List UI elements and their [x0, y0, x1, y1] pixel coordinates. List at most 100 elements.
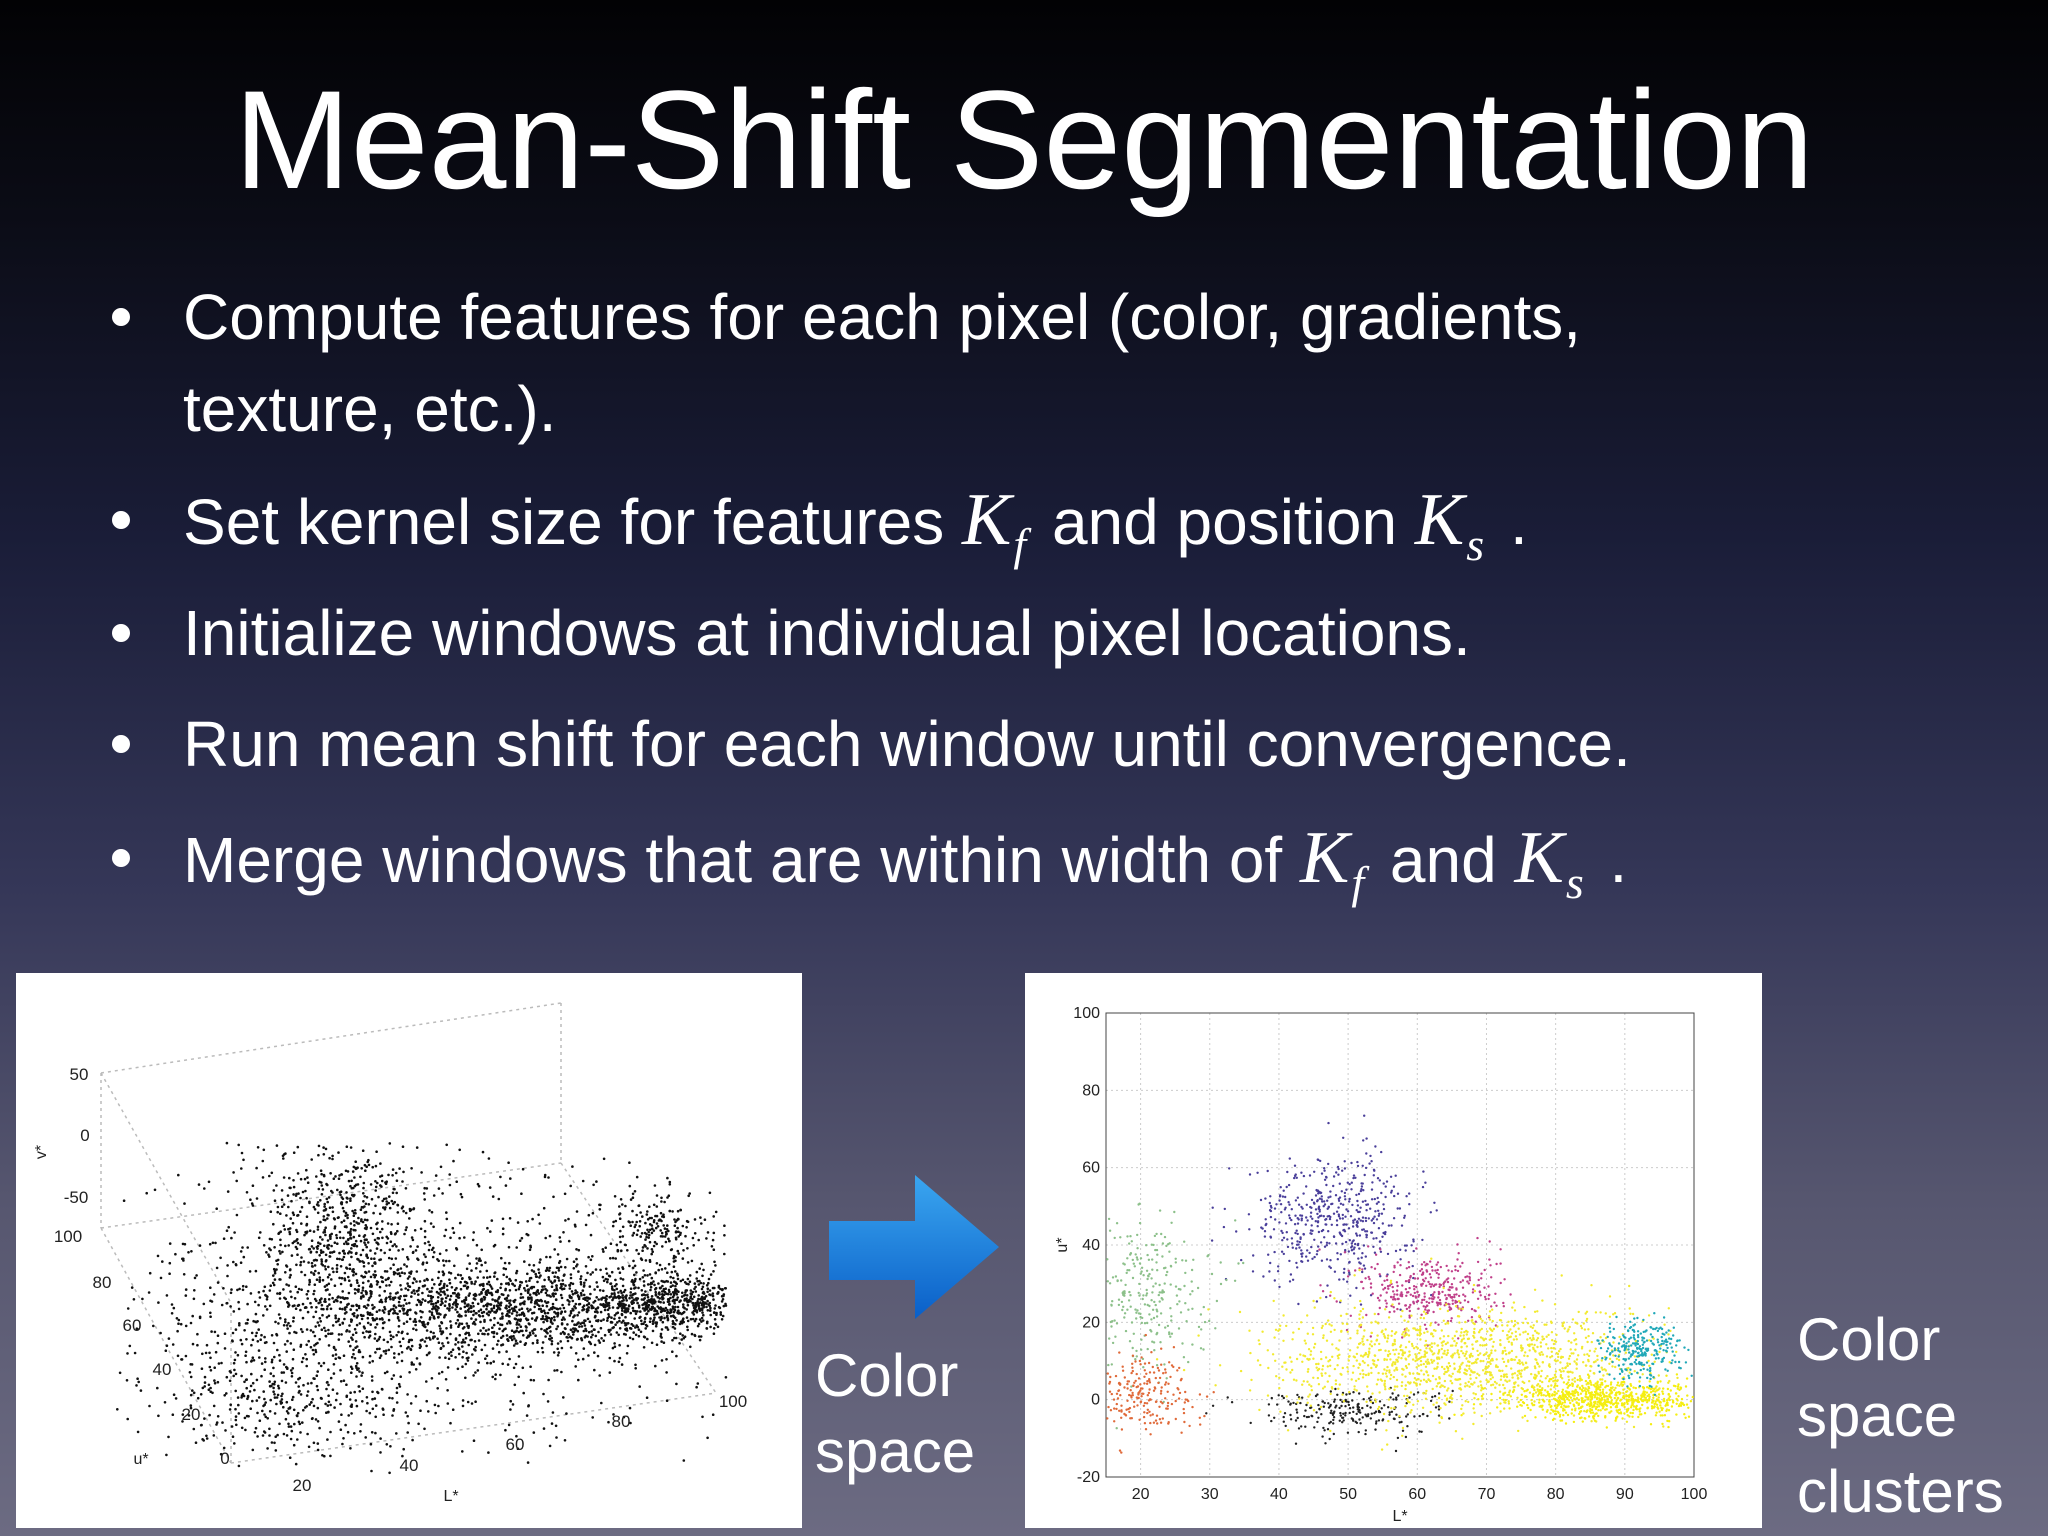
- point: [440, 1321, 443, 1324]
- point: [553, 1315, 556, 1319]
- point: [1363, 1173, 1366, 1177]
- x-tick-label: 80: [1547, 1486, 1565, 1503]
- point: [345, 1395, 349, 1399]
- point: [1322, 1205, 1325, 1208]
- point: [370, 1197, 374, 1201]
- point: [239, 1261, 243, 1264]
- point: [532, 1311, 536, 1315]
- point: [1311, 1217, 1314, 1220]
- point: [441, 1192, 444, 1195]
- point: [384, 1300, 388, 1303]
- point: [1348, 1260, 1351, 1264]
- point: [1374, 1145, 1377, 1148]
- point: [477, 1339, 481, 1342]
- point: [148, 1404, 151, 1408]
- point: [274, 1449, 278, 1452]
- text-run: Merge windows that are within width of: [183, 824, 1300, 896]
- point: [578, 1325, 581, 1328]
- point: [1266, 1169, 1269, 1173]
- point: [1379, 1275, 1382, 1278]
- point: [599, 1310, 603, 1314]
- point: [310, 1381, 313, 1385]
- point: [563, 1192, 567, 1196]
- point: [408, 1317, 412, 1321]
- point: [164, 1349, 168, 1352]
- point: [396, 1203, 399, 1207]
- point: [229, 1291, 233, 1295]
- point: [566, 1298, 569, 1302]
- point: [280, 1205, 284, 1208]
- point: [374, 1189, 378, 1192]
- point: [1379, 1294, 1382, 1297]
- point: [577, 1358, 580, 1362]
- point: [349, 1227, 353, 1231]
- point: [126, 1307, 130, 1310]
- point: [545, 1255, 548, 1259]
- point: [475, 1243, 479, 1247]
- point: [427, 1300, 430, 1304]
- point: [644, 1327, 647, 1330]
- point: [433, 1403, 437, 1407]
- point: [644, 1294, 647, 1297]
- point: [484, 1261, 487, 1264]
- point: [629, 1224, 632, 1227]
- point: [272, 1374, 275, 1378]
- point: [1360, 1185, 1364, 1188]
- point: [388, 1195, 391, 1198]
- point: [589, 1292, 592, 1296]
- point: [329, 1454, 332, 1458]
- point: [1228, 1167, 1231, 1170]
- point: [315, 1175, 318, 1178]
- point: [189, 1406, 193, 1410]
- point: [631, 1306, 635, 1310]
- point: [523, 1300, 526, 1303]
- point: [402, 1322, 406, 1325]
- point: [265, 1308, 269, 1311]
- point: [1300, 1255, 1304, 1258]
- point: [442, 1273, 445, 1277]
- point: [1377, 1227, 1381, 1230]
- point: [373, 1397, 377, 1400]
- point: [675, 1354, 678, 1358]
- point: [447, 1352, 451, 1355]
- point: [1344, 1240, 1348, 1244]
- point: [507, 1245, 511, 1249]
- point: [396, 1272, 400, 1276]
- point: [461, 1356, 464, 1359]
- point: [1374, 1253, 1378, 1256]
- point: [507, 1161, 510, 1164]
- point: [1197, 1325, 1201, 1329]
- point: [636, 1297, 640, 1300]
- point: [1391, 1285, 1394, 1289]
- point: [666, 1328, 670, 1331]
- point: [333, 1241, 337, 1244]
- point: [282, 1203, 286, 1206]
- point: [226, 1274, 229, 1278]
- point: [503, 1261, 507, 1265]
- point: [593, 1351, 596, 1354]
- point: [495, 1332, 499, 1335]
- point: [327, 1282, 331, 1286]
- point: [1248, 1173, 1252, 1176]
- point: [682, 1249, 685, 1252]
- point: [449, 1332, 452, 1336]
- point: [672, 1310, 676, 1314]
- point: [1128, 1290, 1131, 1294]
- point: [1357, 1257, 1360, 1260]
- point: [1338, 1278, 1341, 1281]
- point: [1499, 1281, 1502, 1285]
- point: [356, 1345, 359, 1348]
- point: [237, 1464, 241, 1468]
- point: [1435, 1209, 1438, 1212]
- point: [1320, 1195, 1323, 1198]
- point: [631, 1266, 635, 1270]
- point: [309, 1329, 313, 1332]
- point: [468, 1292, 472, 1295]
- point: [599, 1326, 603, 1330]
- point: [635, 1233, 639, 1237]
- point: [465, 1357, 469, 1360]
- point: [241, 1392, 245, 1396]
- point: [1157, 1293, 1160, 1297]
- point: [423, 1242, 427, 1245]
- point: [361, 1355, 365, 1359]
